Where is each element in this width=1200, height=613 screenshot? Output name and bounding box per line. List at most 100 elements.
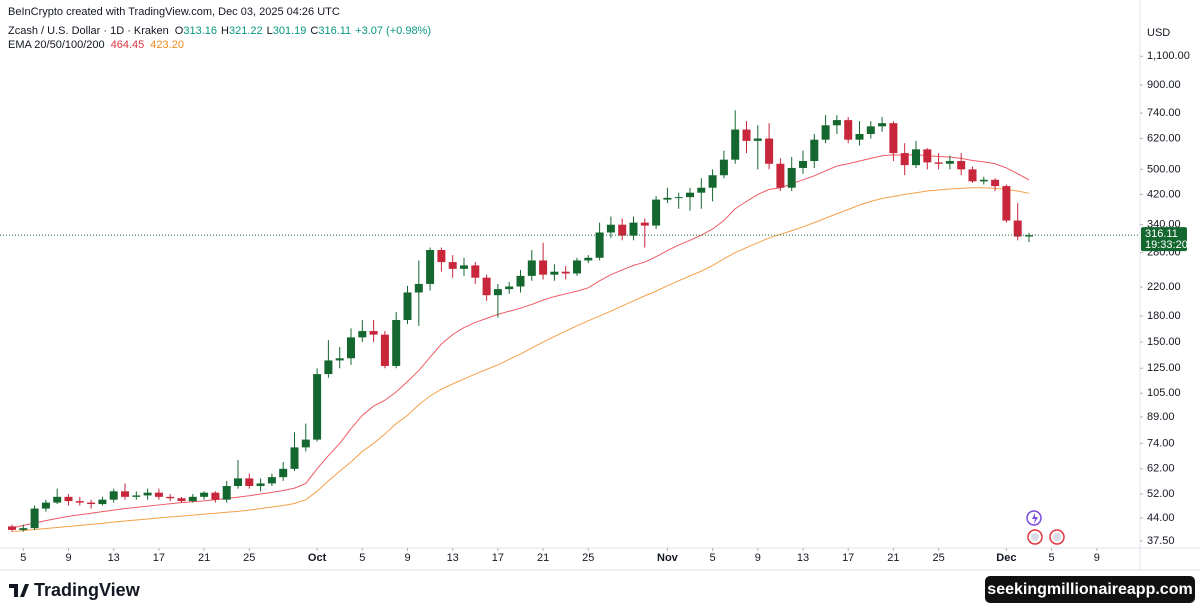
candle-body xyxy=(369,331,378,335)
ohlc-value: 301.19 xyxy=(273,25,307,37)
y-tick-label: 125.00 xyxy=(1147,362,1181,374)
candle-body xyxy=(652,199,661,226)
ohlc-label: L xyxy=(267,25,273,37)
candle-body xyxy=(87,502,96,505)
candle-body xyxy=(188,496,197,502)
candle-body xyxy=(1002,186,1011,221)
candle-body xyxy=(380,334,389,366)
candle-body xyxy=(347,337,355,359)
candle-body xyxy=(776,163,785,188)
event-icons xyxy=(1026,510,1065,545)
candle-body xyxy=(810,139,819,162)
ohlc-label: O xyxy=(175,25,184,37)
candle-body xyxy=(753,138,762,141)
x-tick-label: 9 xyxy=(755,552,761,564)
candle-body xyxy=(697,187,706,193)
candle-body xyxy=(595,232,604,258)
candle-body xyxy=(584,257,593,261)
candle-body xyxy=(426,250,435,284)
x-tick-label: Dec xyxy=(996,552,1016,564)
candle-body xyxy=(573,260,581,274)
y-tick-label: 740.00 xyxy=(1147,107,1181,119)
change: +3.07 (+0.98%) xyxy=(355,25,431,37)
candle-body xyxy=(1013,220,1022,237)
candle-body xyxy=(821,125,830,140)
candle-body xyxy=(787,167,796,188)
candle-body xyxy=(957,161,966,170)
candle-body xyxy=(301,439,310,448)
candle-body xyxy=(245,478,254,487)
candle-body xyxy=(742,129,751,141)
y-tick-label: 52.00 xyxy=(1147,488,1175,500)
x-tick-label: Oct xyxy=(308,552,327,564)
x-tick-label: 9 xyxy=(404,552,410,564)
ema-line xyxy=(11,187,1030,533)
y-tick-label: 74.00 xyxy=(1147,437,1175,449)
ohlc-label: C xyxy=(310,25,318,37)
y-tick-label: 220.00 xyxy=(1147,281,1181,293)
price-tag-countdown: 19:33:20 xyxy=(1145,239,1188,251)
candle-body xyxy=(324,360,333,375)
brand-logo: TradingView xyxy=(9,580,141,600)
candle-body xyxy=(550,271,559,275)
y-tick-label: 900.00 xyxy=(1147,79,1181,91)
attribution: BeInCrypto created with TradingView.com,… xyxy=(8,6,340,18)
x-tick-label: 5 xyxy=(1049,552,1055,564)
ohlc-label: H xyxy=(221,25,229,37)
y-tick-label: 1,100.00 xyxy=(1147,50,1190,62)
watermark-box xyxy=(985,576,1195,603)
candle-body xyxy=(832,120,841,126)
x-tick-label: 25 xyxy=(243,552,255,564)
candle-body xyxy=(516,275,525,287)
x-tick-label: 25 xyxy=(932,552,944,564)
candle-body xyxy=(493,289,502,296)
candle-body xyxy=(866,126,875,134)
candle-body xyxy=(98,499,107,505)
indicator-value: 464.45 xyxy=(111,39,145,51)
watermark: seekingmillionaireapp.com xyxy=(987,581,1192,598)
candle-body xyxy=(200,492,209,497)
candle-body xyxy=(166,496,175,499)
candle-body xyxy=(923,149,932,163)
x-tick-label: Nov xyxy=(657,552,679,564)
symbol: Zcash / U.S. Dollar · 1D · Kraken xyxy=(8,25,169,37)
y-tick-label: 89.00 xyxy=(1147,411,1175,423)
candle-body xyxy=(618,224,627,236)
candle-body xyxy=(154,492,163,497)
y-tick-label: 37.50 xyxy=(1147,535,1175,547)
candle-body xyxy=(313,374,322,440)
candle-body xyxy=(708,175,717,188)
candle-body xyxy=(663,197,672,200)
candle-body xyxy=(844,120,853,140)
ohlc-value: 321.22 xyxy=(229,25,263,37)
candle-body xyxy=(889,123,898,154)
candle-body xyxy=(177,498,186,502)
candle-body xyxy=(8,526,16,530)
candle-body xyxy=(234,478,242,487)
candle-body xyxy=(335,358,344,361)
x-tick-label: 9 xyxy=(65,552,71,564)
candle-body xyxy=(448,262,457,269)
candle-body xyxy=(403,292,412,320)
candle-body xyxy=(799,161,807,168)
candle-body xyxy=(945,161,954,164)
ohlc-value: 313.16 xyxy=(183,25,217,37)
candle-body xyxy=(132,495,141,497)
candle-body xyxy=(674,197,683,199)
candle-body xyxy=(912,149,920,166)
candle-body xyxy=(482,277,491,296)
ohlc-value: 316.11 xyxy=(318,25,351,37)
candle-body xyxy=(279,468,288,478)
candle-body xyxy=(267,477,276,484)
x-tick-label: 13 xyxy=(797,552,809,564)
x-tick-label: 5 xyxy=(20,552,26,564)
candle-body xyxy=(53,496,62,503)
candle-body xyxy=(640,222,649,226)
price-tag xyxy=(1141,227,1187,252)
candle-body xyxy=(437,250,446,263)
candle-body xyxy=(358,331,367,338)
candle-body xyxy=(561,271,570,274)
candle-body xyxy=(121,491,129,497)
